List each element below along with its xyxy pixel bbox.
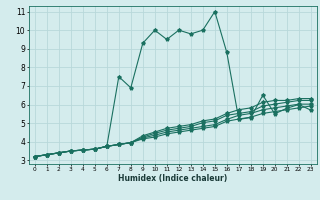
X-axis label: Humidex (Indice chaleur): Humidex (Indice chaleur) — [118, 174, 228, 183]
